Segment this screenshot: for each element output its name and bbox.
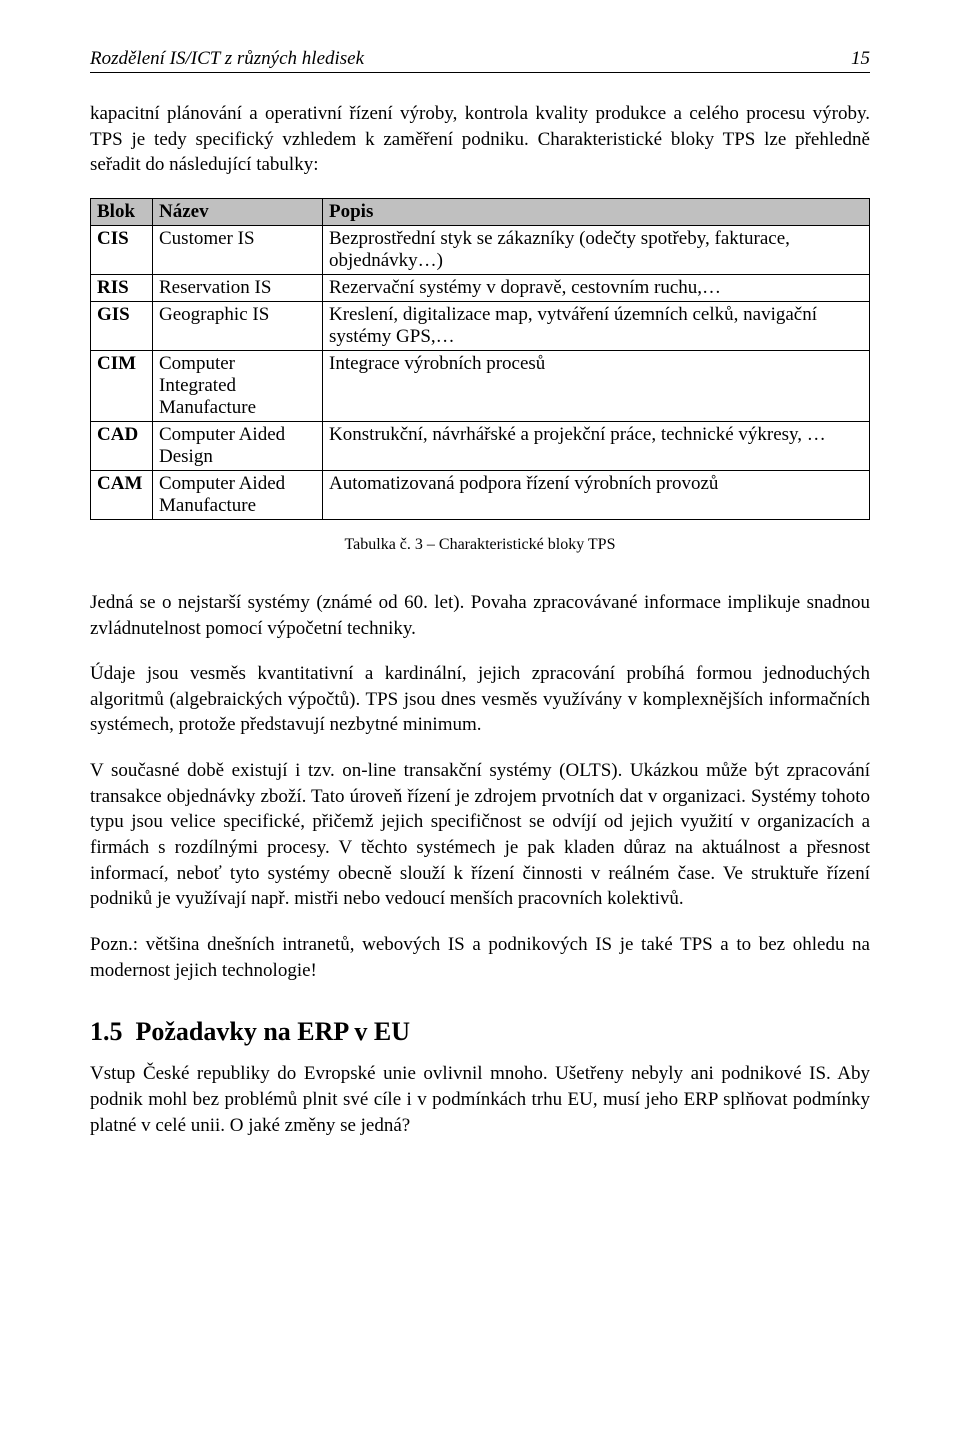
section-heading: 1.5 Požadavky na ERP v EU [90, 1017, 870, 1047]
cell-nazev: Reservation IS [153, 274, 323, 301]
paragraph-oldest-systems: Jedná se o nejstarší systémy (známé od 6… [90, 590, 870, 641]
cell-nazev: Computer Aided Design [153, 421, 323, 470]
table-row: CIM Computer Integrated Manufacture Inte… [91, 350, 870, 421]
page-number: 15 [851, 48, 870, 70]
th-popis: Popis [323, 198, 870, 225]
paragraph-olts: V současné době existují i tzv. on-line … [90, 758, 870, 912]
cell-blok: CAM [91, 470, 153, 519]
cell-popis: Kreslení, digitalizace map, vytváření úz… [323, 301, 870, 350]
tps-table: Blok Název Popis CIS Customer IS Bezpros… [90, 198, 870, 520]
cell-blok: CIS [91, 225, 153, 274]
table-row: CIS Customer IS Bezprostřední styk se zá… [91, 225, 870, 274]
table-row: RIS Reservation IS Rezervační systémy v … [91, 274, 870, 301]
paragraph-note: Pozn.: většina dnešních intranetů, webov… [90, 932, 870, 983]
section-title: Požadavky na ERP v EU [136, 1017, 411, 1046]
header-title: Rozdělení IS/ICT z různých hledisek [90, 48, 364, 70]
paragraph-quantitative: Údaje jsou vesměs kvantitativní a kardin… [90, 661, 870, 738]
table-header-row: Blok Název Popis [91, 198, 870, 225]
th-blok: Blok [91, 198, 153, 225]
th-nazev: Název [153, 198, 323, 225]
table-row: GIS Geographic IS Kreslení, digitalizace… [91, 301, 870, 350]
cell-nazev: Customer IS [153, 225, 323, 274]
table-row: CAM Computer Aided Manufacture Automatiz… [91, 470, 870, 519]
section-number: 1.5 [90, 1017, 123, 1046]
cell-popis: Integrace výrobních procesů [323, 350, 870, 421]
table-row: CAD Computer Aided Design Konstrukční, n… [91, 421, 870, 470]
cell-blok: CAD [91, 421, 153, 470]
cell-popis: Automatizovaná podpora řízení výrobních … [323, 470, 870, 519]
cell-blok: CIM [91, 350, 153, 421]
cell-popis: Rezervační systémy v dopravě, cestovním … [323, 274, 870, 301]
cell-popis: Konstrukční, návrhářské a projekční prác… [323, 421, 870, 470]
cell-nazev: Geographic IS [153, 301, 323, 350]
cell-blok: GIS [91, 301, 153, 350]
paragraph-erp-eu: Vstup České republiky do Evropské unie o… [90, 1061, 870, 1138]
page-header: Rozdělení IS/ICT z různých hledisek 15 [90, 48, 870, 73]
cell-nazev: Computer Integrated Manufacture [153, 350, 323, 421]
cell-nazev: Computer Aided Manufacture [153, 470, 323, 519]
cell-blok: RIS [91, 274, 153, 301]
intro-paragraph: kapacitní plánování a operativní řízení … [90, 101, 870, 178]
cell-popis: Bezprostřední styk se zákazníky (odečty … [323, 225, 870, 274]
table-caption: Tabulka č. 3 – Charakteristické bloky TP… [90, 536, 870, 554]
